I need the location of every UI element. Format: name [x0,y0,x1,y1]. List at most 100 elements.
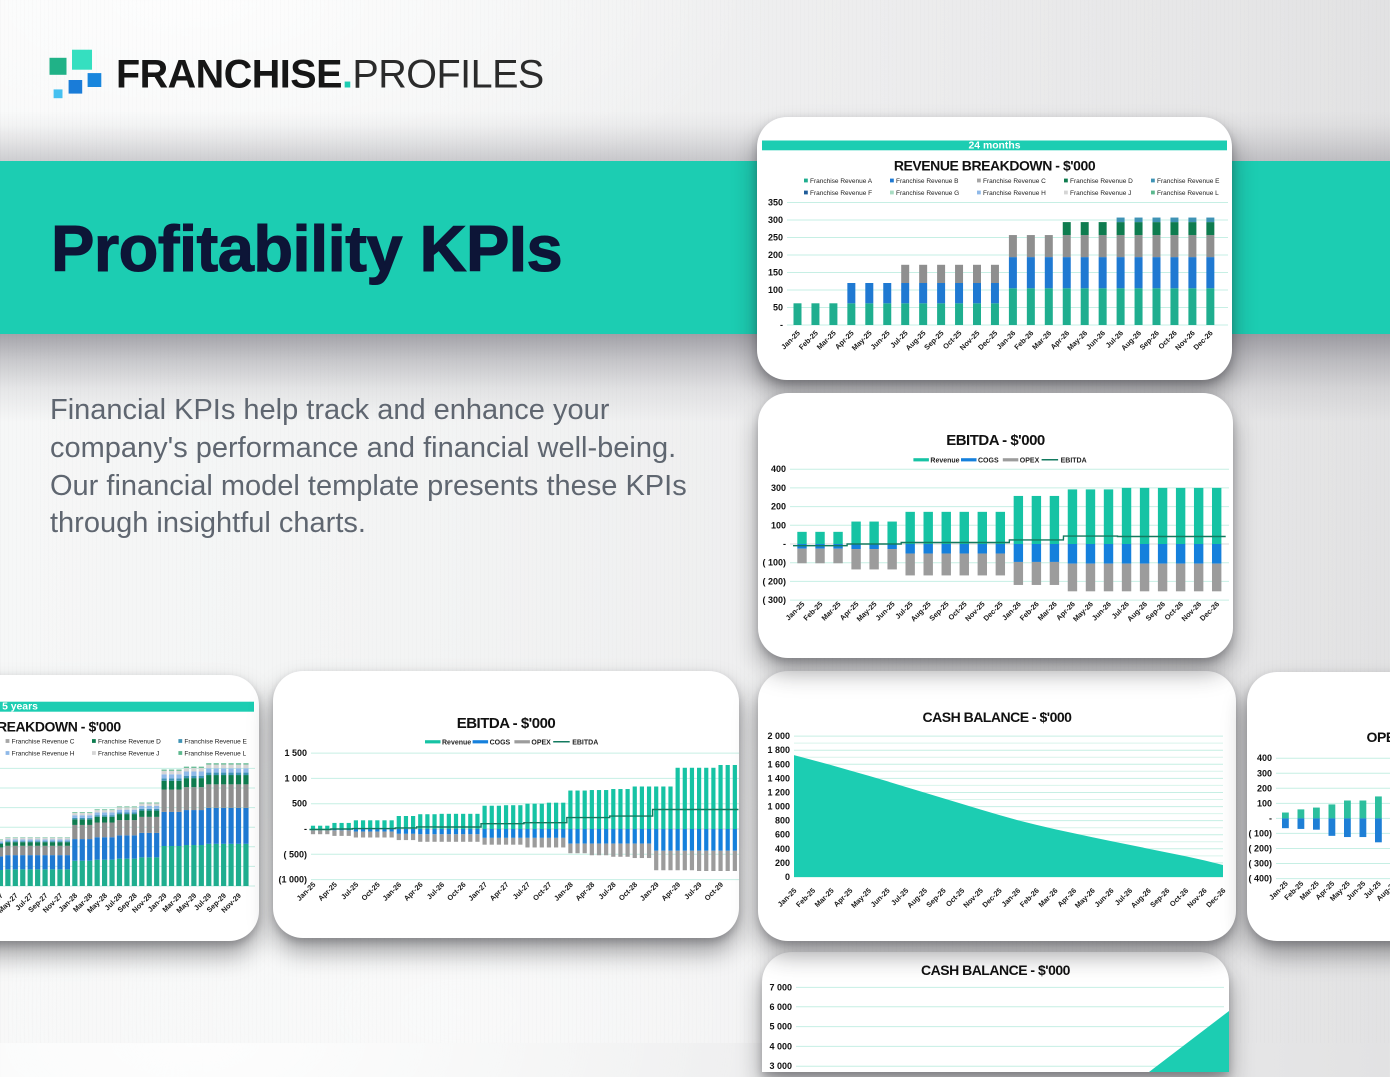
svg-text:Oct-28: Oct-28 [617,880,639,902]
svg-text:COGS: COGS [978,457,999,464]
svg-text:6 000: 6 000 [769,1002,792,1012]
svg-text:Jul-29: Jul-29 [682,880,703,901]
svg-text:0: 0 [785,872,790,882]
svg-text:250: 250 [768,233,783,243]
svg-text:COGS: COGS [490,739,511,746]
svg-text:1 400: 1 400 [767,773,790,783]
svg-text:5 000: 5 000 [769,1022,792,1032]
svg-text:Feb-25: Feb-25 [801,600,824,623]
svg-text:Mar-25: Mar-25 [813,886,836,909]
svg-text:3 000: 3 000 [769,1061,792,1071]
svg-text:Aug-26: Aug-26 [1119,329,1143,353]
svg-text:Apr-27: Apr-27 [488,880,511,903]
svg-text:Revenue: Revenue [930,457,959,464]
svg-text:100: 100 [771,520,786,530]
svg-text:300: 300 [771,483,786,493]
svg-text:REVENUE BREAKDOWN - $'000: REVENUE BREAKDOWN - $'000 [0,719,121,735]
svg-text:Franchise Revenue H: Franchise Revenue H [12,750,75,757]
svg-text:( 200): ( 200) [1248,844,1272,854]
svg-text:1 800: 1 800 [767,745,790,755]
svg-text:Franchise Revenue J: Franchise Revenue J [1070,190,1131,197]
svg-text:1 500: 1 500 [284,748,307,758]
svg-text:2 000: 2 000 [767,731,790,741]
svg-text:Franchise Revenue C: Franchise Revenue C [983,178,1046,185]
svg-text:Oct-29: Oct-29 [703,880,725,902]
svg-text:Franchise Revenue F: Franchise Revenue F [810,190,872,197]
svg-text:(1 000): (1 000) [278,875,307,885]
svg-text:May-26: May-26 [1065,329,1089,353]
svg-text:1 200: 1 200 [767,788,790,798]
svg-text:Revenue: Revenue [442,739,471,746]
svg-text:( 500): ( 500) [283,849,307,859]
svg-text:-: - [1269,813,1272,823]
svg-text:Dec-25: Dec-25 [981,600,1004,623]
svg-text:Oct-25: Oct-25 [359,880,381,902]
svg-text:400: 400 [1257,753,1272,763]
svg-text:-: - [783,539,786,549]
svg-text:Feb-26: Feb-26 [1018,886,1041,909]
svg-text:Franchise Revenue E: Franchise Revenue E [1157,178,1220,185]
svg-text:24 months: 24 months [969,140,1021,151]
svg-text:May-26: May-26 [1073,886,1097,910]
svg-text:Dec-26: Dec-26 [1204,886,1227,909]
svg-text:( 100): ( 100) [1248,828,1272,838]
svg-text:Mar-26: Mar-26 [1030,329,1053,352]
svg-text:100: 100 [768,285,783,295]
svg-text:Oct-26: Oct-26 [445,880,467,902]
svg-text:Mar-26: Mar-26 [1037,886,1060,909]
svg-text:CASH BALANCE - $'000: CASH BALANCE - $'000 [921,962,1071,978]
svg-text:OPEX: OPEX [1020,457,1040,464]
svg-text:400: 400 [775,844,790,854]
svg-text:Sep-25: Sep-25 [922,329,945,352]
svg-text:7 000: 7 000 [769,982,792,992]
svg-text:Aug-26: Aug-26 [1125,600,1149,624]
svg-text:Jun-26: Jun-26 [1084,329,1107,352]
svg-text:Mar-25: Mar-25 [815,329,838,352]
svg-text:Jul-28: Jul-28 [596,880,617,901]
svg-text:Jun-26: Jun-26 [1093,886,1116,909]
svg-text:Jun-26: Jun-26 [1090,600,1113,623]
svg-text:200: 200 [768,250,783,260]
svg-text:800: 800 [775,816,790,826]
svg-text:Franchise Revenue E: Franchise Revenue E [184,738,247,745]
svg-text:200: 200 [1257,783,1272,793]
svg-text:5 years: 5 years [2,702,38,713]
svg-text:( 200): ( 200) [762,576,786,586]
svg-text:Apr-28: Apr-28 [574,880,597,903]
svg-text:Nov-26: Nov-26 [1185,886,1209,910]
svg-text:( 400): ( 400) [1248,874,1272,884]
svg-text:EBITDA - $'000: EBITDA - $'000 [946,432,1045,449]
svg-text:OPERATING EXPENSES - $'000: OPERATING EXPENSES - $'000 [1367,729,1390,745]
svg-text:Jul-26: Jul-26 [425,880,446,901]
svg-text:1 000: 1 000 [767,802,790,812]
svg-text:Aug-25: Aug-25 [905,886,929,910]
svg-text:Franchise Revenue H: Franchise Revenue H [983,190,1046,197]
svg-text:Franchise Revenue L: Franchise Revenue L [184,750,246,757]
svg-text:EBITDA: EBITDA [572,739,598,746]
svg-text:Jan-26: Jan-26 [999,886,1022,909]
svg-text:1 000: 1 000 [284,773,307,783]
svg-text:EBITDA: EBITDA [1061,457,1087,464]
svg-text:400: 400 [771,464,786,474]
svg-text:Jan-25: Jan-25 [776,886,799,909]
svg-text:350: 350 [768,198,783,208]
svg-text:Sep-25: Sep-25 [924,886,947,909]
svg-text:REVENUE BREAKDOWN - $'000: REVENUE BREAKDOWN - $'000 [894,158,1096,174]
svg-text:Jan-27: Jan-27 [466,880,489,903]
svg-text:Franchise Revenue D: Franchise Revenue D [98,738,161,745]
svg-text:May-25: May-25 [855,600,879,624]
svg-text:( 300): ( 300) [1248,859,1272,869]
svg-text:Oct-27: Oct-27 [531,880,553,902]
svg-text:1 600: 1 600 [767,759,790,769]
svg-text:Apr-29: Apr-29 [659,880,682,903]
svg-text:-: - [304,824,307,834]
svg-text:Jan-26: Jan-26 [380,880,403,903]
svg-text:Dec-26: Dec-26 [1198,600,1221,623]
svg-text:Jun-25: Jun-25 [869,886,892,909]
svg-text:May-25: May-25 [850,329,874,353]
svg-text:Jun-25: Jun-25 [874,600,897,623]
svg-text:200: 200 [775,858,790,868]
svg-text:CASH BALANCE - $'000: CASH BALANCE - $'000 [923,709,1073,725]
svg-text:150: 150 [768,268,783,278]
svg-text:200: 200 [771,502,786,512]
